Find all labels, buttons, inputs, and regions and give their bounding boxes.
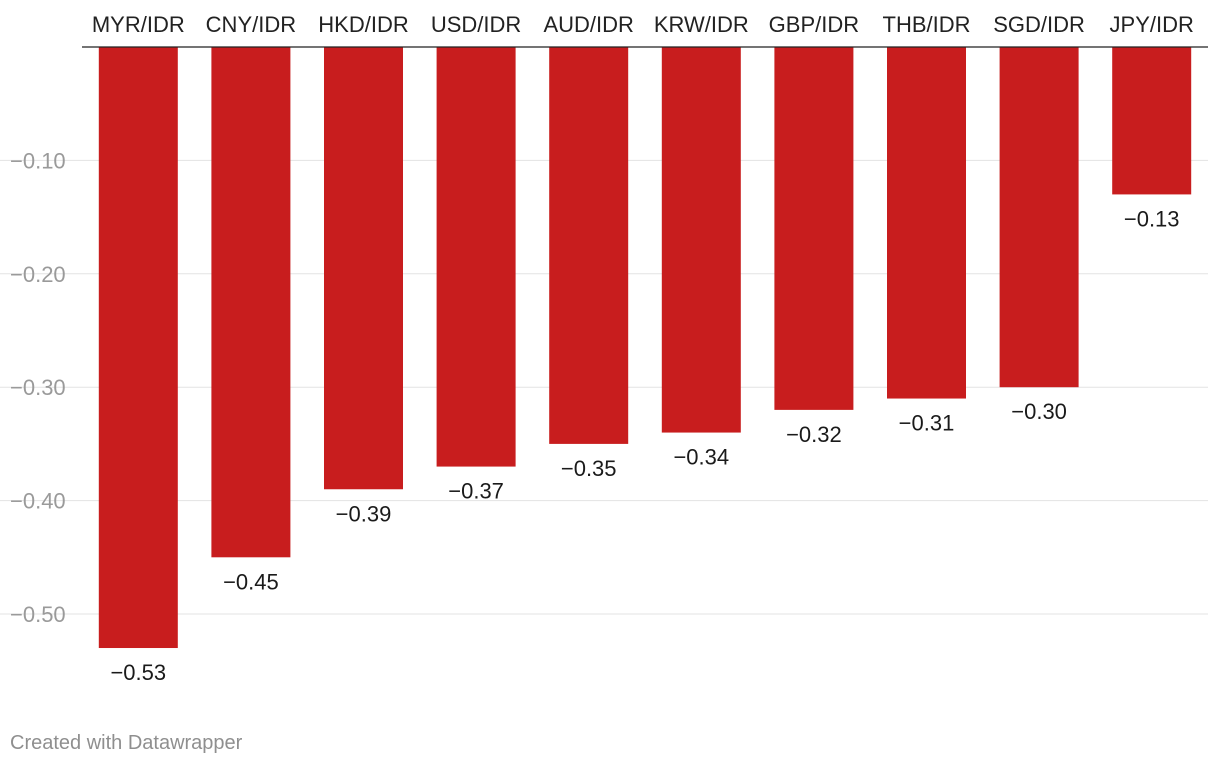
bar xyxy=(774,47,854,410)
bar xyxy=(549,47,629,444)
category-label: SGD/IDR xyxy=(993,12,1085,37)
bar xyxy=(1112,47,1192,195)
bars xyxy=(98,47,1192,649)
bar xyxy=(661,47,741,433)
category-label: AUD/IDR xyxy=(543,12,633,37)
y-tick-label: −0.20 xyxy=(10,262,66,287)
category-label: HKD/IDR xyxy=(318,12,408,37)
value-label: −0.53 xyxy=(110,660,166,685)
value-label: −0.32 xyxy=(786,422,842,447)
bar xyxy=(324,47,403,490)
value-label: −0.45 xyxy=(223,569,279,594)
value-label: −0.39 xyxy=(336,501,392,526)
y-axis-tick-labels: −0.10 −0.20 −0.30 −0.40 −0.50 xyxy=(10,148,66,627)
category-label: JPY/IDR xyxy=(1110,12,1194,37)
y-tick-label: −0.40 xyxy=(10,489,66,514)
value-label: −0.30 xyxy=(1011,399,1067,424)
bar xyxy=(211,47,291,558)
bar xyxy=(436,47,516,467)
value-label: −0.35 xyxy=(561,456,617,481)
category-label: MYR/IDR xyxy=(92,12,185,37)
value-label: −0.31 xyxy=(899,411,955,436)
value-label: −0.13 xyxy=(1124,206,1180,231)
y-tick-label: −0.30 xyxy=(10,375,66,400)
category-label: THB/IDR xyxy=(883,12,971,37)
credit-text: Created with Datawrapper xyxy=(10,732,243,754)
bar xyxy=(887,47,966,399)
category-label: KRW/IDR xyxy=(654,12,749,37)
category-labels: MYR/IDR CNY/IDR HKD/IDR USD/IDR AUD/IDR KRW/I… xyxy=(92,12,1194,37)
value-label: −0.34 xyxy=(673,445,729,470)
category-label: USD/IDR xyxy=(431,12,521,37)
value-labels: −0.53 −0.45 −0.39 −0.37 −0.35 −0.34 −0.32 −0.31… xyxy=(110,206,1179,685)
category-label: CNY/IDR xyxy=(206,12,296,37)
bar xyxy=(98,47,178,649)
value-label: −0.37 xyxy=(448,479,504,504)
bar xyxy=(999,47,1079,388)
y-tick-label: −0.10 xyxy=(10,148,66,173)
y-tick-label: −0.50 xyxy=(10,602,66,627)
category-label: GBP/IDR xyxy=(769,12,859,37)
